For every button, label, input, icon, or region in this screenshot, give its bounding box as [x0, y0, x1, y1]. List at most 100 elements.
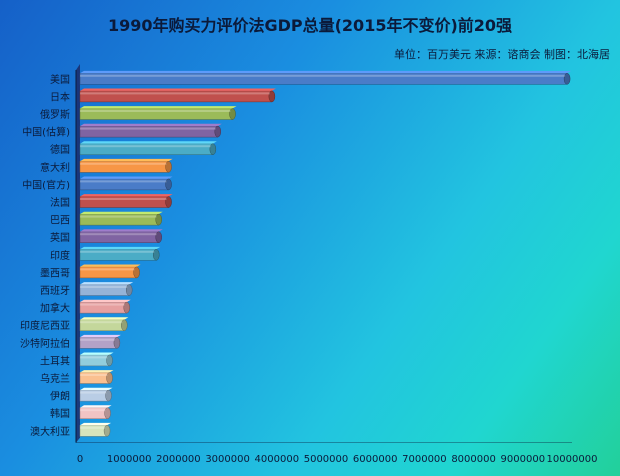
bar-top [80, 246, 161, 250]
x-tick-label: 4000000 [255, 454, 300, 465]
bar-highlight [80, 356, 108, 359]
bar-end [229, 108, 236, 120]
category-label: 韩国 [50, 407, 70, 420]
bar-highlight [80, 303, 125, 306]
bar-highlight [80, 127, 216, 130]
bar-highlight [80, 145, 211, 148]
category-label: 沙特阿拉伯 [20, 337, 70, 350]
bar-end [106, 354, 113, 367]
bar-end [165, 178, 172, 191]
chart-subtitle: 单位：百万美元 来源：谘商会 制图：北海居 [394, 48, 610, 61]
bar-top [80, 352, 114, 355]
bar-top [80, 264, 141, 267]
category-label: 巴西 [50, 215, 70, 227]
bar-highlight [80, 74, 566, 77]
bar-end [113, 337, 121, 349]
category-label: 伊朗 [50, 391, 70, 403]
bar-highlight [80, 162, 167, 165]
bar-end [103, 425, 111, 437]
bar-end [155, 231, 162, 243]
category-label: 墨西哥 [40, 267, 70, 279]
bar-end [209, 143, 217, 155]
bar-top [80, 211, 163, 215]
bar-end [165, 161, 172, 173]
bar-top [80, 176, 173, 179]
bar-top [80, 422, 112, 426]
category-label: 中国(估算) [22, 126, 70, 139]
bar-end [563, 73, 571, 85]
bar-top [80, 123, 222, 127]
bar-highlight [80, 110, 231, 112]
y-axis-wall [76, 64, 80, 443]
bar-highlight [80, 426, 106, 429]
bar-highlight [80, 198, 167, 200]
bar-end [106, 372, 113, 384]
bar-top [80, 334, 121, 338]
bar-highlight [80, 215, 157, 218]
bar-highlight [80, 409, 106, 412]
bar-end [125, 284, 133, 296]
x-tick-label: 2000000 [156, 454, 201, 465]
x-tick-label: 5000000 [304, 454, 349, 465]
bar-top [80, 387, 113, 391]
bar-highlight [80, 250, 155, 253]
bar-top [80, 158, 173, 162]
category-label: 中国(官方) [22, 178, 70, 191]
bar-highlight [80, 286, 128, 288]
x-tick-label: 1000000 [107, 454, 152, 465]
bar-highlight [80, 92, 270, 95]
bar-end [123, 301, 130, 314]
category-label: 加拿大 [40, 302, 70, 315]
bar-end [121, 319, 128, 331]
bar-top [80, 405, 112, 408]
bar-top [80, 88, 276, 91]
bar-top [80, 141, 217, 144]
bar-top [80, 194, 173, 197]
bar-top [80, 370, 114, 373]
bar-end [153, 249, 160, 261]
chart-title: 1990年购买力评价法GDP总量(2015年不变价)前20强 [107, 16, 513, 35]
bar-highlight [80, 268, 135, 271]
category-label: 日本 [50, 90, 70, 103]
bar-top [80, 282, 134, 285]
category-label: 法国 [50, 196, 70, 209]
category-label: 印度尼西亚 [20, 319, 70, 332]
category-label: 美国 [50, 73, 70, 86]
x-tick-label: 0 [77, 454, 83, 465]
x-tick-label: 7000000 [402, 454, 447, 465]
category-label: 意大利 [40, 161, 70, 174]
bar-end [165, 196, 172, 208]
bar-highlight [80, 233, 157, 236]
bar-end [214, 125, 222, 138]
bar-top [80, 317, 129, 320]
bar-highlight [80, 338, 115, 341]
x-tick-label: 9000000 [501, 454, 546, 465]
x-tick-label: 10000000 [547, 454, 598, 465]
category-label: 英国 [50, 231, 70, 244]
bar-end [104, 407, 111, 419]
bar-end [268, 90, 276, 103]
bar-top [80, 106, 237, 109]
category-label: 德国 [50, 143, 70, 156]
bar-end [105, 389, 112, 402]
bar-highlight [80, 374, 108, 376]
x-tick-label: 6000000 [353, 454, 398, 465]
category-label: 乌克兰 [40, 372, 70, 385]
bar-end [133, 266, 140, 279]
category-label: 俄罗斯 [40, 108, 70, 121]
x-tick-label: 3000000 [205, 454, 250, 465]
category-label: 印度 [50, 249, 70, 262]
bar-end [155, 213, 162, 226]
category-label: 土耳其 [40, 354, 70, 367]
category-label: 西班牙 [40, 285, 70, 297]
bar-top [80, 70, 572, 74]
bar-highlight [80, 180, 167, 183]
bar-highlight [80, 391, 107, 394]
x-tick-label: 8000000 [451, 454, 496, 465]
bar-top [80, 229, 163, 232]
category-label: 澳大利亚 [30, 425, 70, 438]
bar-top [80, 299, 131, 303]
bar-highlight [80, 321, 123, 324]
